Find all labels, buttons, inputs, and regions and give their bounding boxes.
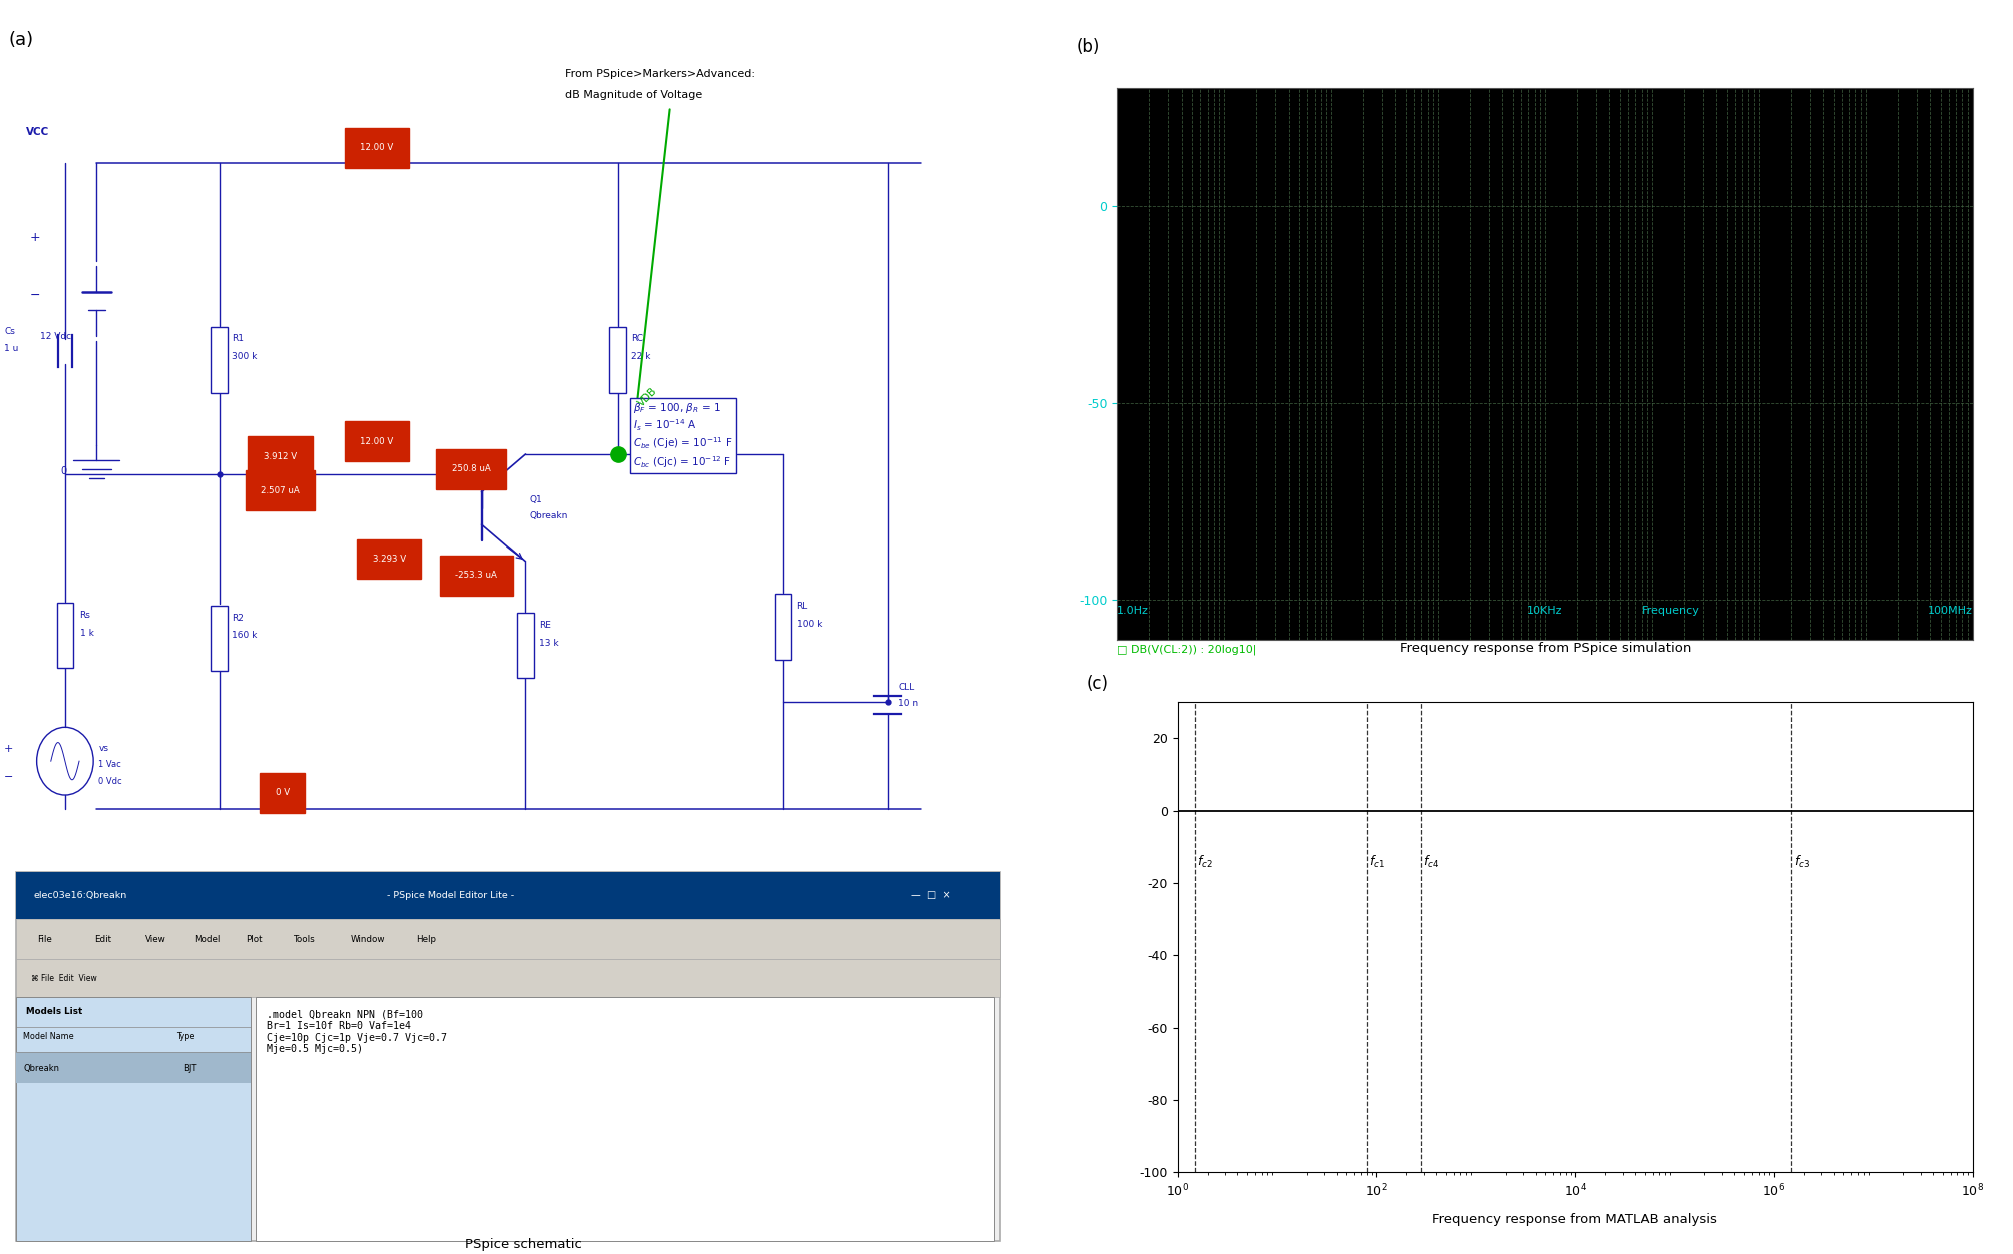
Text: 0 Vdc: 0 Vdc	[99, 776, 123, 786]
Text: ⌘ File  Edit  View: ⌘ File Edit View	[32, 973, 97, 983]
Text: Type: Type	[175, 1032, 193, 1041]
Text: From PSpice>Markers>Advanced:: From PSpice>Markers>Advanced:	[566, 69, 755, 79]
Text: □ DB(V(CL:2)) : 20log10|: □ DB(V(CL:2)) : 20log10|	[1117, 645, 1256, 656]
Text: 160 k: 160 k	[231, 631, 258, 641]
Text: 10 n: 10 n	[898, 698, 918, 709]
Text: 13 k: 13 k	[539, 638, 560, 648]
Text: 250.8 uA: 250.8 uA	[451, 464, 491, 474]
Bar	[16, 959, 1000, 997]
Text: .model Qbreakn NPN (Bf=100
Br=1 Is=10f Rb=0 Vaf=1e4
Cje=10p Cjc=1p Vje=0.7 Vjc=0: .model Qbreakn NPN (Bf=100 Br=1 Is=10f R…	[268, 1009, 447, 1055]
Text: 12.00 V: 12.00 V	[360, 143, 393, 153]
Text: (b): (b)	[1077, 38, 1101, 55]
Text: R2: R2	[231, 613, 244, 623]
Bar	[610, 327, 626, 393]
Text: Edit: Edit	[95, 934, 111, 944]
Text: $V_o(j\omega)$|[dB]: $V_o(j\omega)$|[dB]	[1476, 706, 1538, 720]
Text: 100MHz: 100MHz	[1928, 606, 1973, 616]
Text: (c): (c)	[1087, 675, 1109, 692]
Text: —  □  ×: — □ ×	[910, 890, 950, 900]
Text: 300 k: 300 k	[231, 351, 258, 361]
Text: 0: 0	[60, 466, 66, 477]
Text: - PSpice Model Editor Lite -: - PSpice Model Editor Lite -	[386, 890, 515, 900]
Text: +: +	[30, 231, 40, 243]
Text: vs: vs	[99, 744, 109, 754]
Text: PSpice schematic: PSpice schematic	[465, 1239, 582, 1251]
Text: Frequency response from PSpice simulation: Frequency response from PSpice simulatio…	[1401, 642, 1691, 655]
Text: 1 Vac: 1 Vac	[99, 760, 121, 770]
Text: 3.912 V: 3.912 V	[264, 451, 298, 461]
Text: dB Magnitude of Voltage: dB Magnitude of Voltage	[566, 90, 703, 100]
Bar	[56, 603, 72, 668]
Text: CLL: CLL	[898, 682, 914, 692]
Text: 0 V: 0 V	[276, 788, 290, 798]
Text: Rs: Rs	[81, 611, 91, 621]
Text: -253.3 uA: -253.3 uA	[455, 571, 497, 581]
Text: 1 u: 1 u	[721, 440, 735, 450]
Text: $f_{c1}$: $f_{c1}$	[1369, 854, 1385, 870]
Text: R1: R1	[231, 334, 244, 344]
Text: $f_{c4}$: $f_{c4}$	[1423, 854, 1439, 870]
Text: 3.293 V: 3.293 V	[372, 554, 407, 564]
Text: Plot: Plot	[246, 934, 262, 944]
Text: Help: Help	[417, 934, 437, 944]
Text: $f_{c3}$: $f_{c3}$	[1794, 854, 1810, 870]
Bar	[16, 997, 252, 1241]
Text: RL: RL	[797, 602, 807, 612]
Bar	[16, 1052, 252, 1083]
Text: Models List: Models List	[26, 1007, 83, 1016]
Text: CL: CL	[721, 424, 733, 434]
Text: Window: Window	[350, 934, 384, 944]
Text: VCC: VCC	[26, 128, 50, 138]
Bar	[256, 997, 994, 1241]
Text: Model: Model	[193, 934, 219, 944]
Text: Q1: Q1	[529, 494, 541, 504]
Text: Frequency: Frequency	[1643, 606, 1699, 616]
Text: BJT: BJT	[183, 1063, 197, 1073]
Text: −: −	[4, 772, 14, 782]
Bar	[517, 613, 533, 678]
Text: 12.00 V: 12.00 V	[360, 436, 393, 446]
Text: 12 Vdc: 12 Vdc	[40, 331, 70, 341]
Bar	[211, 606, 227, 671]
Text: Qbreakn: Qbreakn	[22, 1063, 58, 1073]
Text: Cs: Cs	[4, 326, 14, 336]
Text: 1.0Hz: 1.0Hz	[1117, 606, 1149, 616]
Bar	[16, 919, 1000, 959]
Text: RC: RC	[632, 334, 644, 344]
Text: View: View	[145, 934, 165, 944]
Text: −: −	[30, 288, 40, 301]
Text: 22 k: 22 k	[632, 351, 650, 361]
Bar	[16, 872, 1000, 919]
Text: Model Name: Model Name	[22, 1032, 74, 1041]
Bar	[211, 327, 227, 393]
Text: 1 u: 1 u	[4, 344, 18, 354]
Text: RE: RE	[539, 621, 552, 631]
Text: $f_{c2}$: $f_{c2}$	[1198, 854, 1214, 870]
Bar	[775, 594, 791, 660]
Text: $\beta_F$ = 100, $\beta_R$ = 1
$I_s$ = 10$^{-14}$ A
$C_{be}$ (Cje) = 10$^{-11}$ : $\beta_F$ = 100, $\beta_R$ = 1 $I_s$ = 1…	[634, 401, 733, 469]
Text: 2.507 uA: 2.507 uA	[262, 485, 300, 495]
Text: 100 k: 100 k	[797, 619, 821, 630]
Text: 10KHz: 10KHz	[1528, 606, 1562, 616]
Text: +: +	[4, 745, 14, 755]
Text: 1 k: 1 k	[81, 628, 93, 638]
Text: File: File	[36, 934, 52, 944]
Text: Frequency response from MATLAB analysis: Frequency response from MATLAB analysis	[1431, 1214, 1717, 1226]
Text: Qbreakn: Qbreakn	[529, 510, 568, 520]
Text: Tools: Tools	[294, 934, 314, 944]
Text: (a): (a)	[8, 31, 34, 49]
Text: elec03e16:Qbreakn: elec03e16:Qbreakn	[34, 890, 127, 900]
Text: VDB: VDB	[636, 385, 658, 409]
Bar	[16, 872, 1000, 1241]
